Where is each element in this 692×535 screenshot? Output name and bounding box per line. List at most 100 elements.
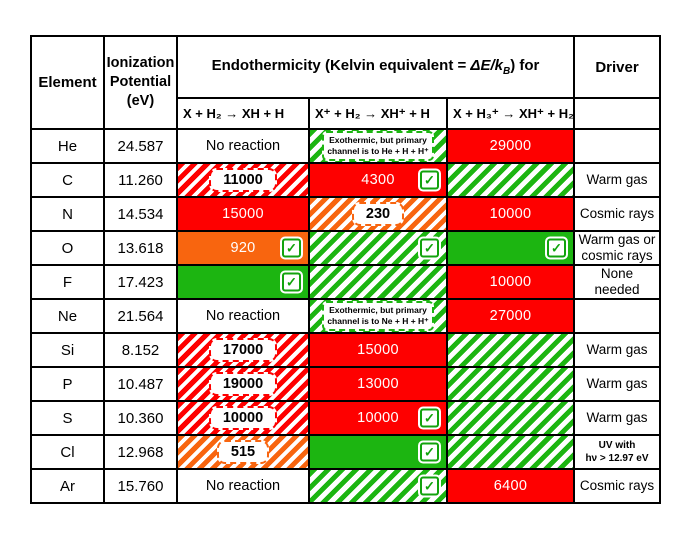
endo-suffix: ) for: [510, 57, 540, 74]
check-icon: ✓: [420, 170, 439, 190]
cell-s-rx2: 10000 ✓: [310, 402, 446, 434]
check-icon: ✓: [420, 408, 439, 428]
cell-he-rx3: 29000: [448, 130, 573, 162]
header-endothermicity: Endothermicity (Kelvin equivalent = ΔE/k…: [178, 37, 573, 97]
driver-p: Warm gas: [575, 368, 659, 400]
check-icon: ✓: [282, 272, 301, 292]
header-reaction-xplus-h2: X⁺ + H₂ → XH⁺ + H: [310, 99, 446, 128]
element-s: S: [32, 402, 103, 434]
element-ar: Ar: [32, 470, 103, 502]
header-element: Element: [32, 37, 103, 128]
cell-ar-rx3: 6400: [448, 470, 573, 502]
cell-s-rx3: [448, 402, 573, 434]
ip-ne: 21.564: [105, 300, 176, 332]
driver-n: Cosmic rays: [575, 198, 659, 230]
cell-value: 27000: [489, 308, 532, 324]
cell-f-rx2: [310, 266, 446, 298]
driver-si: Warm gas: [575, 334, 659, 366]
ip-p: 10.487: [105, 368, 176, 400]
exothermic-note-ne: Exothermic, but primary channel is to Ne…: [322, 301, 434, 331]
cell-c-rx1: 11000: [178, 164, 308, 196]
ip-c: 11.260: [105, 164, 176, 196]
header-driver-subcell: [575, 99, 659, 128]
cell-s-rx1: 10000: [178, 402, 308, 434]
exothermic-note-he: Exothermic, but primary channel is to He…: [322, 131, 434, 161]
cell-value: 4300: [361, 172, 395, 188]
driver-ne: [575, 300, 659, 332]
header-ionization-potential: Ionization Potential (eV): [105, 37, 176, 128]
check-icon: ✓: [420, 442, 439, 462]
driver-ar: Cosmic rays: [575, 470, 659, 502]
element-n: N: [32, 198, 103, 230]
cell-value: 29000: [489, 138, 532, 154]
element-c: C: [32, 164, 103, 196]
driver-s: Warm gas: [575, 402, 659, 434]
cell-o-rx2: ✓: [310, 232, 446, 264]
driver-f: None needed: [575, 266, 659, 298]
cell-o-rx1: 920 ✓: [178, 232, 308, 264]
endo-prefix: Endothermicity (Kelvin equivalent =: [211, 57, 471, 74]
cell-si-rx1: 17000: [178, 334, 308, 366]
ip-ar: 15.760: [105, 470, 176, 502]
cell-p-rx2: 13000: [310, 368, 446, 400]
endo-math-subscript: B: [503, 66, 511, 77]
cell-p-rx3: [448, 368, 573, 400]
header-driver: Driver: [575, 37, 659, 97]
cell-si-rx3: [448, 334, 573, 366]
cell-n-rx2: 230: [310, 198, 446, 230]
ip-he: 24.587: [105, 130, 176, 162]
cell-value: 15000: [357, 342, 399, 358]
ip-s: 10.360: [105, 402, 176, 434]
cell-he-rx2: Exothermic, but primary channel is to He…: [310, 130, 446, 162]
cell-ne-rx2: Exothermic, but primary channel is to Ne…: [310, 300, 446, 332]
cell-cl-rx3: [448, 436, 573, 468]
cell-value: 10000: [489, 274, 532, 290]
cell-c-rx3: [448, 164, 573, 196]
element-cl: Cl: [32, 436, 103, 468]
value-badge: 230: [351, 202, 405, 226]
element-ne: Ne: [32, 300, 103, 332]
cell-cl-rx1: 515: [178, 436, 308, 468]
value-badge: 10000: [208, 406, 278, 430]
value-badge: 19000: [208, 372, 278, 396]
cell-value: 15000: [222, 206, 264, 222]
cell-ar-rx1: No reaction: [178, 470, 308, 502]
ip-o: 13.618: [105, 232, 176, 264]
cell-f-rx1: ✓: [178, 266, 308, 298]
endo-math: ΔE/k: [470, 57, 503, 74]
value-badge: 17000: [208, 338, 278, 362]
cell-o-rx3: ✓: [448, 232, 573, 264]
value-badge: 515: [216, 440, 270, 464]
ip-cl: 12.968: [105, 436, 176, 468]
ip-f: 17.423: [105, 266, 176, 298]
element-p: P: [32, 368, 103, 400]
endothermicity-table: Element Ionization Potential (eV) Endoth…: [30, 35, 661, 504]
value-badge: 11000: [209, 168, 277, 192]
cell-he-rx1: No reaction: [178, 130, 308, 162]
cell-cl-rx2: ✓: [310, 436, 446, 468]
cell-value: 920: [230, 240, 256, 256]
cell-n-rx1: 15000: [178, 198, 308, 230]
driver-c: Warm gas: [575, 164, 659, 196]
cell-n-rx3: 10000: [448, 198, 573, 230]
check-icon: ✓: [420, 476, 439, 496]
cell-value: 10000: [357, 410, 399, 426]
cell-ar-rx2: ✓: [310, 470, 446, 502]
check-icon: ✓: [420, 238, 439, 258]
cell-ne-rx3: 27000: [448, 300, 573, 332]
cell-value: 13000: [357, 376, 399, 392]
element-o: O: [32, 232, 103, 264]
check-icon: ✓: [282, 238, 301, 258]
header-reaction-x-h3plus: X + H₃⁺ → XH⁺ + H₂: [448, 99, 573, 128]
header-endothermicity-text: Endothermicity (Kelvin equivalent = ΔE/k…: [212, 57, 540, 77]
cell-p-rx1: 19000: [178, 368, 308, 400]
cell-ne-rx1: No reaction: [178, 300, 308, 332]
check-icon: ✓: [547, 238, 566, 258]
ip-si: 8.152: [105, 334, 176, 366]
element-f: F: [32, 266, 103, 298]
header-reaction-x-h2: X + H₂ → XH + H: [178, 99, 308, 128]
driver-cl: UV with hν > 12.97 eV: [575, 436, 659, 468]
ip-n: 14.534: [105, 198, 176, 230]
driver-o: Warm gas or cosmic rays: [575, 232, 659, 264]
